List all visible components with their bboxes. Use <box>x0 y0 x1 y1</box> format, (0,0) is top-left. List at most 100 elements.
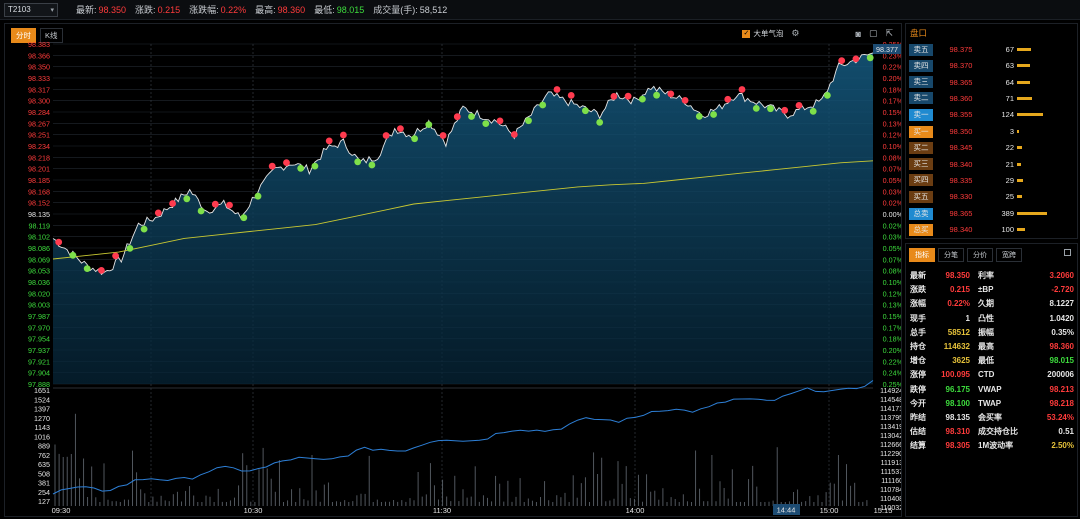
popout-icon[interactable]: ⇱ <box>885 28 893 38</box>
order-book-volume-bar <box>1017 146 1022 150</box>
oi-tick-label: 114548 <box>880 397 901 404</box>
trade-bubble <box>525 117 532 125</box>
price-tick-label: 98.234 <box>28 142 50 151</box>
price-tick-label: 98.251 <box>28 131 50 140</box>
trade-bubble <box>695 113 703 120</box>
quote-label: 最新: <box>76 5 97 15</box>
intraday-chart[interactable]: 98.383 0.25% 98.366 0.23% 98.350 0.22% 98.333 0… <box>5 24 901 516</box>
order-book-volume-bar <box>1017 195 1023 199</box>
trade-bubble <box>624 92 632 100</box>
pct-tick-label: 0.13% <box>883 119 901 128</box>
quote-item: 涨跌幅: 0.22% <box>189 3 246 16</box>
stats-value: 0.51 <box>1058 427 1074 437</box>
stats-label: 1M波动率 <box>978 441 1014 451</box>
stats-tab[interactable]: 宽跨 <box>996 248 1022 262</box>
volume-tick-label: 254 <box>38 488 50 497</box>
time-tick-label: 11:30 <box>433 506 451 515</box>
trade-bubble <box>397 125 404 132</box>
order-book-volume: 64 <box>1005 77 1014 87</box>
window-icon[interactable]: ▢ <box>868 28 878 38</box>
order-book-label: 买一 <box>909 125 933 138</box>
trade-bubble <box>453 113 461 121</box>
price-tick-label: 98.036 <box>28 278 50 287</box>
last-price-badge <box>873 44 901 54</box>
order-book-label: 卖一 <box>909 108 933 121</box>
order-book-volume-bar <box>1017 113 1043 117</box>
stats-label: VWAP <box>978 384 1002 394</box>
pct-tick-label: 0.13% <box>883 301 901 310</box>
quote-label: 涨跌: <box>135 5 156 15</box>
stats-tab[interactable]: 分笔 <box>938 248 964 262</box>
stats-tab[interactable]: 指标 <box>909 248 935 262</box>
stats-value: -2.720 <box>1051 285 1074 295</box>
order-book-volume: 29 <box>1005 175 1014 185</box>
trade-bubble <box>98 267 105 274</box>
pct-tick-label: 0.17% <box>883 323 901 332</box>
oi-tick-label: 113795 <box>880 415 901 422</box>
price-tick-label: 98.333 <box>28 74 50 83</box>
order-book-volume-bar <box>1017 80 1031 84</box>
quote-item: 涨跌: 0.215 <box>135 3 180 16</box>
price-tick-label: 98.003 <box>28 301 50 310</box>
volume-tick-label: 127 <box>38 497 50 506</box>
pct-tick-label: 0.23% <box>883 51 901 60</box>
order-book-row: 卖四 98.370 63 <box>909 59 1075 72</box>
tab-intraday[interactable]: 分时 <box>11 28 36 43</box>
pct-tick-label: 0.03% <box>883 187 901 196</box>
stats-row: 持仓 114632 最高 98.360 <box>910 340 1074 353</box>
stats-label: 今开 <box>910 398 926 408</box>
stats-label: 持仓 <box>910 342 926 351</box>
trade-bubble <box>824 92 831 99</box>
pct-tick-label: 0.17% <box>883 97 901 106</box>
order-book-volume-bar <box>1017 64 1031 68</box>
order-book-row: 买一 98.350 3 <box>909 125 1075 138</box>
stats-label: 最低 <box>978 356 994 366</box>
order-book-label: 买二 <box>909 141 933 154</box>
order-book-volume-bar <box>1017 178 1024 182</box>
bubble-toggle[interactable]: ✓ 大单气泡 <box>742 28 783 39</box>
time-tick-label: 09:30 <box>52 506 71 515</box>
order-book-volume-bar <box>1017 212 1047 215</box>
trade-bubble <box>781 106 789 114</box>
symbol-select[interactable]: T2103 ▾ <box>4 2 58 17</box>
time-tick-label: 10:30 <box>244 506 263 515</box>
stats-value: 3625 <box>952 356 970 366</box>
oi-tick-label: 111160 <box>881 478 901 485</box>
trade-bubble <box>653 91 660 99</box>
camera-icon[interactable]: ◙ <box>855 28 861 39</box>
pct-tick-label: 0.12% <box>883 289 901 298</box>
order-book-price: 98.340 <box>949 225 973 235</box>
last-price-label: 98.377 <box>876 45 898 54</box>
pct-tick-label: 0.05% <box>883 244 901 253</box>
order-book-price: 98.350 <box>949 127 973 136</box>
volume-tick-label: 1016 <box>34 432 50 441</box>
trade-bubble <box>311 162 319 170</box>
trade-bubble <box>510 131 518 138</box>
order-book-row: 总买 98.340 100 <box>909 223 1075 236</box>
stats-label: 振幅 <box>978 327 994 337</box>
order-book-price: 98.365 <box>949 77 973 87</box>
volume-tick-label: 1143 <box>35 423 50 432</box>
tab-kline[interactable]: K线 <box>40 28 63 43</box>
quote-item: 成交量(手): 58,512 <box>373 3 447 16</box>
stats-label: 久期 <box>978 299 994 309</box>
pct-tick-label: 0.15% <box>883 108 901 117</box>
order-book-row: 买五 98.330 25 <box>909 190 1075 203</box>
stats-value: 0.22% <box>947 299 970 309</box>
oi-tick-label: 110784 <box>880 487 901 494</box>
order-book-title: 盘口 <box>910 28 928 38</box>
trade-bubble <box>154 209 162 217</box>
maximize-icon[interactable] <box>1064 249 1071 256</box>
trade-bubble <box>140 225 148 233</box>
price-tick-label: 98.350 <box>28 63 50 72</box>
stats-value: 53.24% <box>1046 413 1074 422</box>
pct-tick-label: 0.05% <box>883 176 901 185</box>
trade-bubble <box>567 92 575 99</box>
quote-item: 最低: 98.015 <box>314 3 364 16</box>
price-tick-label: 98.383 <box>28 40 50 49</box>
stats-row: 最新 98.350 利率 3.2060 <box>910 269 1074 282</box>
order-book-label: 卖四 <box>909 59 933 72</box>
order-book-volume: 3 <box>1009 127 1014 136</box>
stats-tab[interactable]: 分价 <box>967 248 993 262</box>
gear-icon[interactable]: ⚙ <box>791 28 800 38</box>
